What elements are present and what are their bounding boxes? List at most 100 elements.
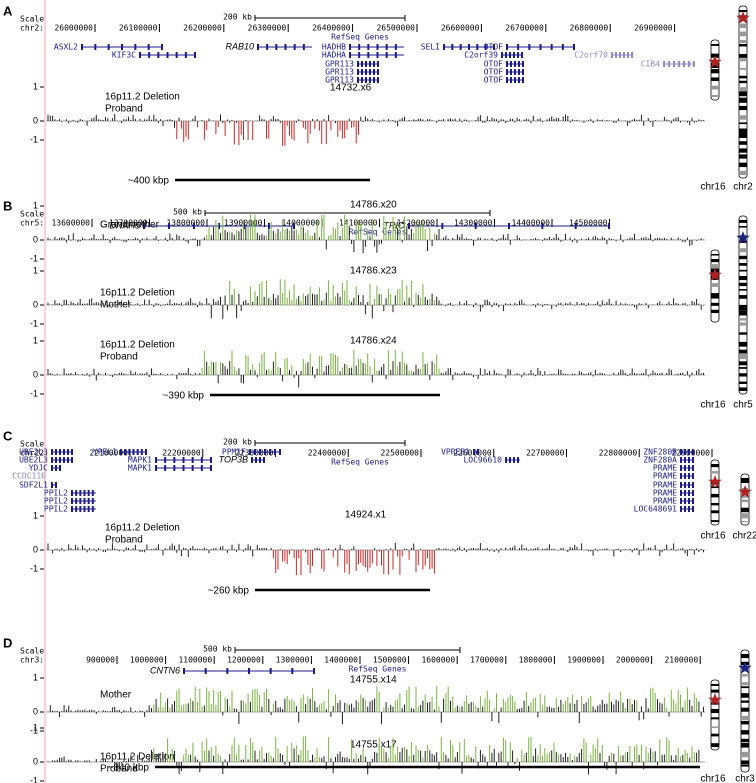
gene-exon xyxy=(684,482,686,488)
ideogram-band xyxy=(739,162,747,168)
ideogram-band xyxy=(739,141,747,145)
gene-exon xyxy=(684,457,686,463)
gene-exon xyxy=(692,473,694,479)
gene-exon xyxy=(313,668,315,674)
gene-exon xyxy=(269,668,272,674)
gene-label: OTOF xyxy=(484,76,503,85)
position-label: 13800000 xyxy=(166,219,205,228)
gene-exon xyxy=(510,69,512,75)
gene-label: ZNF280B xyxy=(643,448,677,457)
axis-tick-label: 1 xyxy=(33,510,38,520)
sample-label: Mother xyxy=(100,690,132,701)
ideogram xyxy=(740,473,750,526)
ideogram-band xyxy=(741,760,749,765)
gene-exon xyxy=(140,449,143,455)
ideogram-band xyxy=(739,80,747,84)
gene-exon xyxy=(509,52,511,58)
gene-exon xyxy=(611,52,613,58)
ideogram-band xyxy=(711,689,719,693)
position-label: 13700000 xyxy=(109,219,148,228)
gene-exon xyxy=(365,69,367,75)
position-label: 22400000 xyxy=(308,449,347,458)
ideogram-band xyxy=(741,507,749,513)
gene-exon xyxy=(688,490,690,496)
gene-exon xyxy=(376,44,379,50)
gene-exon xyxy=(358,52,361,58)
gene-exon xyxy=(668,61,670,67)
gene-exon xyxy=(517,457,519,463)
gene-label: ZNF280A xyxy=(643,456,677,465)
position-label: 26900000 xyxy=(634,24,673,33)
gene-exon xyxy=(251,457,253,463)
axis-tick-label: 1 xyxy=(33,81,38,91)
axis-tick-label: 1 xyxy=(33,265,38,275)
gene-exon xyxy=(357,61,359,67)
gene-exon xyxy=(210,465,212,471)
span-label: ~260 kbp xyxy=(208,586,250,597)
gene-exon xyxy=(210,457,212,463)
sample-label: 16p11.2 Deletion xyxy=(105,523,180,534)
gene-exon xyxy=(83,498,86,504)
gene-exon xyxy=(476,44,479,50)
gene-exon xyxy=(259,457,261,463)
axis-tick-label: 0 xyxy=(33,544,38,554)
star-marker xyxy=(708,268,722,281)
gene-exon xyxy=(692,506,694,512)
ideogram-label: chr16 xyxy=(700,531,725,542)
gene-label: OTOF xyxy=(484,60,503,69)
position-label: 1800000 xyxy=(519,656,553,665)
position-label: 1600000 xyxy=(421,656,455,665)
gene-exon xyxy=(692,465,694,471)
gene-exon xyxy=(91,498,94,504)
sample-label: Proband xyxy=(105,535,143,546)
ideogram-band xyxy=(711,258,719,263)
gene-exon xyxy=(147,44,150,50)
gene-exon xyxy=(441,223,444,229)
gene-exon xyxy=(75,506,78,512)
gene-exon xyxy=(688,61,690,67)
gene-exon xyxy=(376,52,379,58)
position-label: 26200000 xyxy=(183,24,222,33)
panel-letter: D xyxy=(3,635,12,650)
axis-tick-label: 1 xyxy=(33,722,38,732)
gene-exon xyxy=(164,457,167,463)
gene-exon xyxy=(692,498,694,504)
panel-letter: A xyxy=(3,3,13,18)
gene-exon xyxy=(373,61,375,67)
position-label: 22600000 xyxy=(453,449,492,458)
gene-exon xyxy=(385,52,388,58)
ideogram-band xyxy=(741,478,749,484)
ideogram-band xyxy=(739,44,747,47)
gene-exon xyxy=(183,668,185,674)
gene-exon xyxy=(164,465,167,471)
ideogram-band xyxy=(711,94,719,97)
ideogram-band xyxy=(739,87,747,93)
gene-exon xyxy=(107,44,110,50)
ideogram-band xyxy=(739,318,747,321)
gene-label: C2orf39 xyxy=(464,51,498,60)
gene-exon xyxy=(71,498,73,504)
position-label: 14400000 xyxy=(511,219,550,228)
ideogram-band xyxy=(711,726,719,729)
gene-exon xyxy=(377,77,379,83)
gene-exon xyxy=(365,77,367,83)
star-marker xyxy=(736,231,750,244)
gene-label: VPREB1 xyxy=(441,448,470,457)
sample-label: Proband xyxy=(105,104,143,115)
ideogram-label: chr22 xyxy=(732,531,756,542)
gene-exon xyxy=(143,223,145,229)
gene-exon xyxy=(684,473,686,479)
gene-exon xyxy=(71,449,73,455)
ideogram-band xyxy=(739,91,747,97)
gene-exon xyxy=(157,52,160,58)
gene-exon xyxy=(506,69,508,75)
ideogram-band xyxy=(739,341,747,347)
gene-exon xyxy=(55,457,57,463)
gene-exon xyxy=(275,44,278,50)
ideogram-band xyxy=(739,282,747,287)
gene-label: UBE2L3 xyxy=(19,456,48,465)
gene-exon xyxy=(349,52,351,58)
ideogram-band xyxy=(739,353,747,360)
ideogram-band xyxy=(739,132,747,138)
gene-label: PRAME xyxy=(653,472,677,481)
